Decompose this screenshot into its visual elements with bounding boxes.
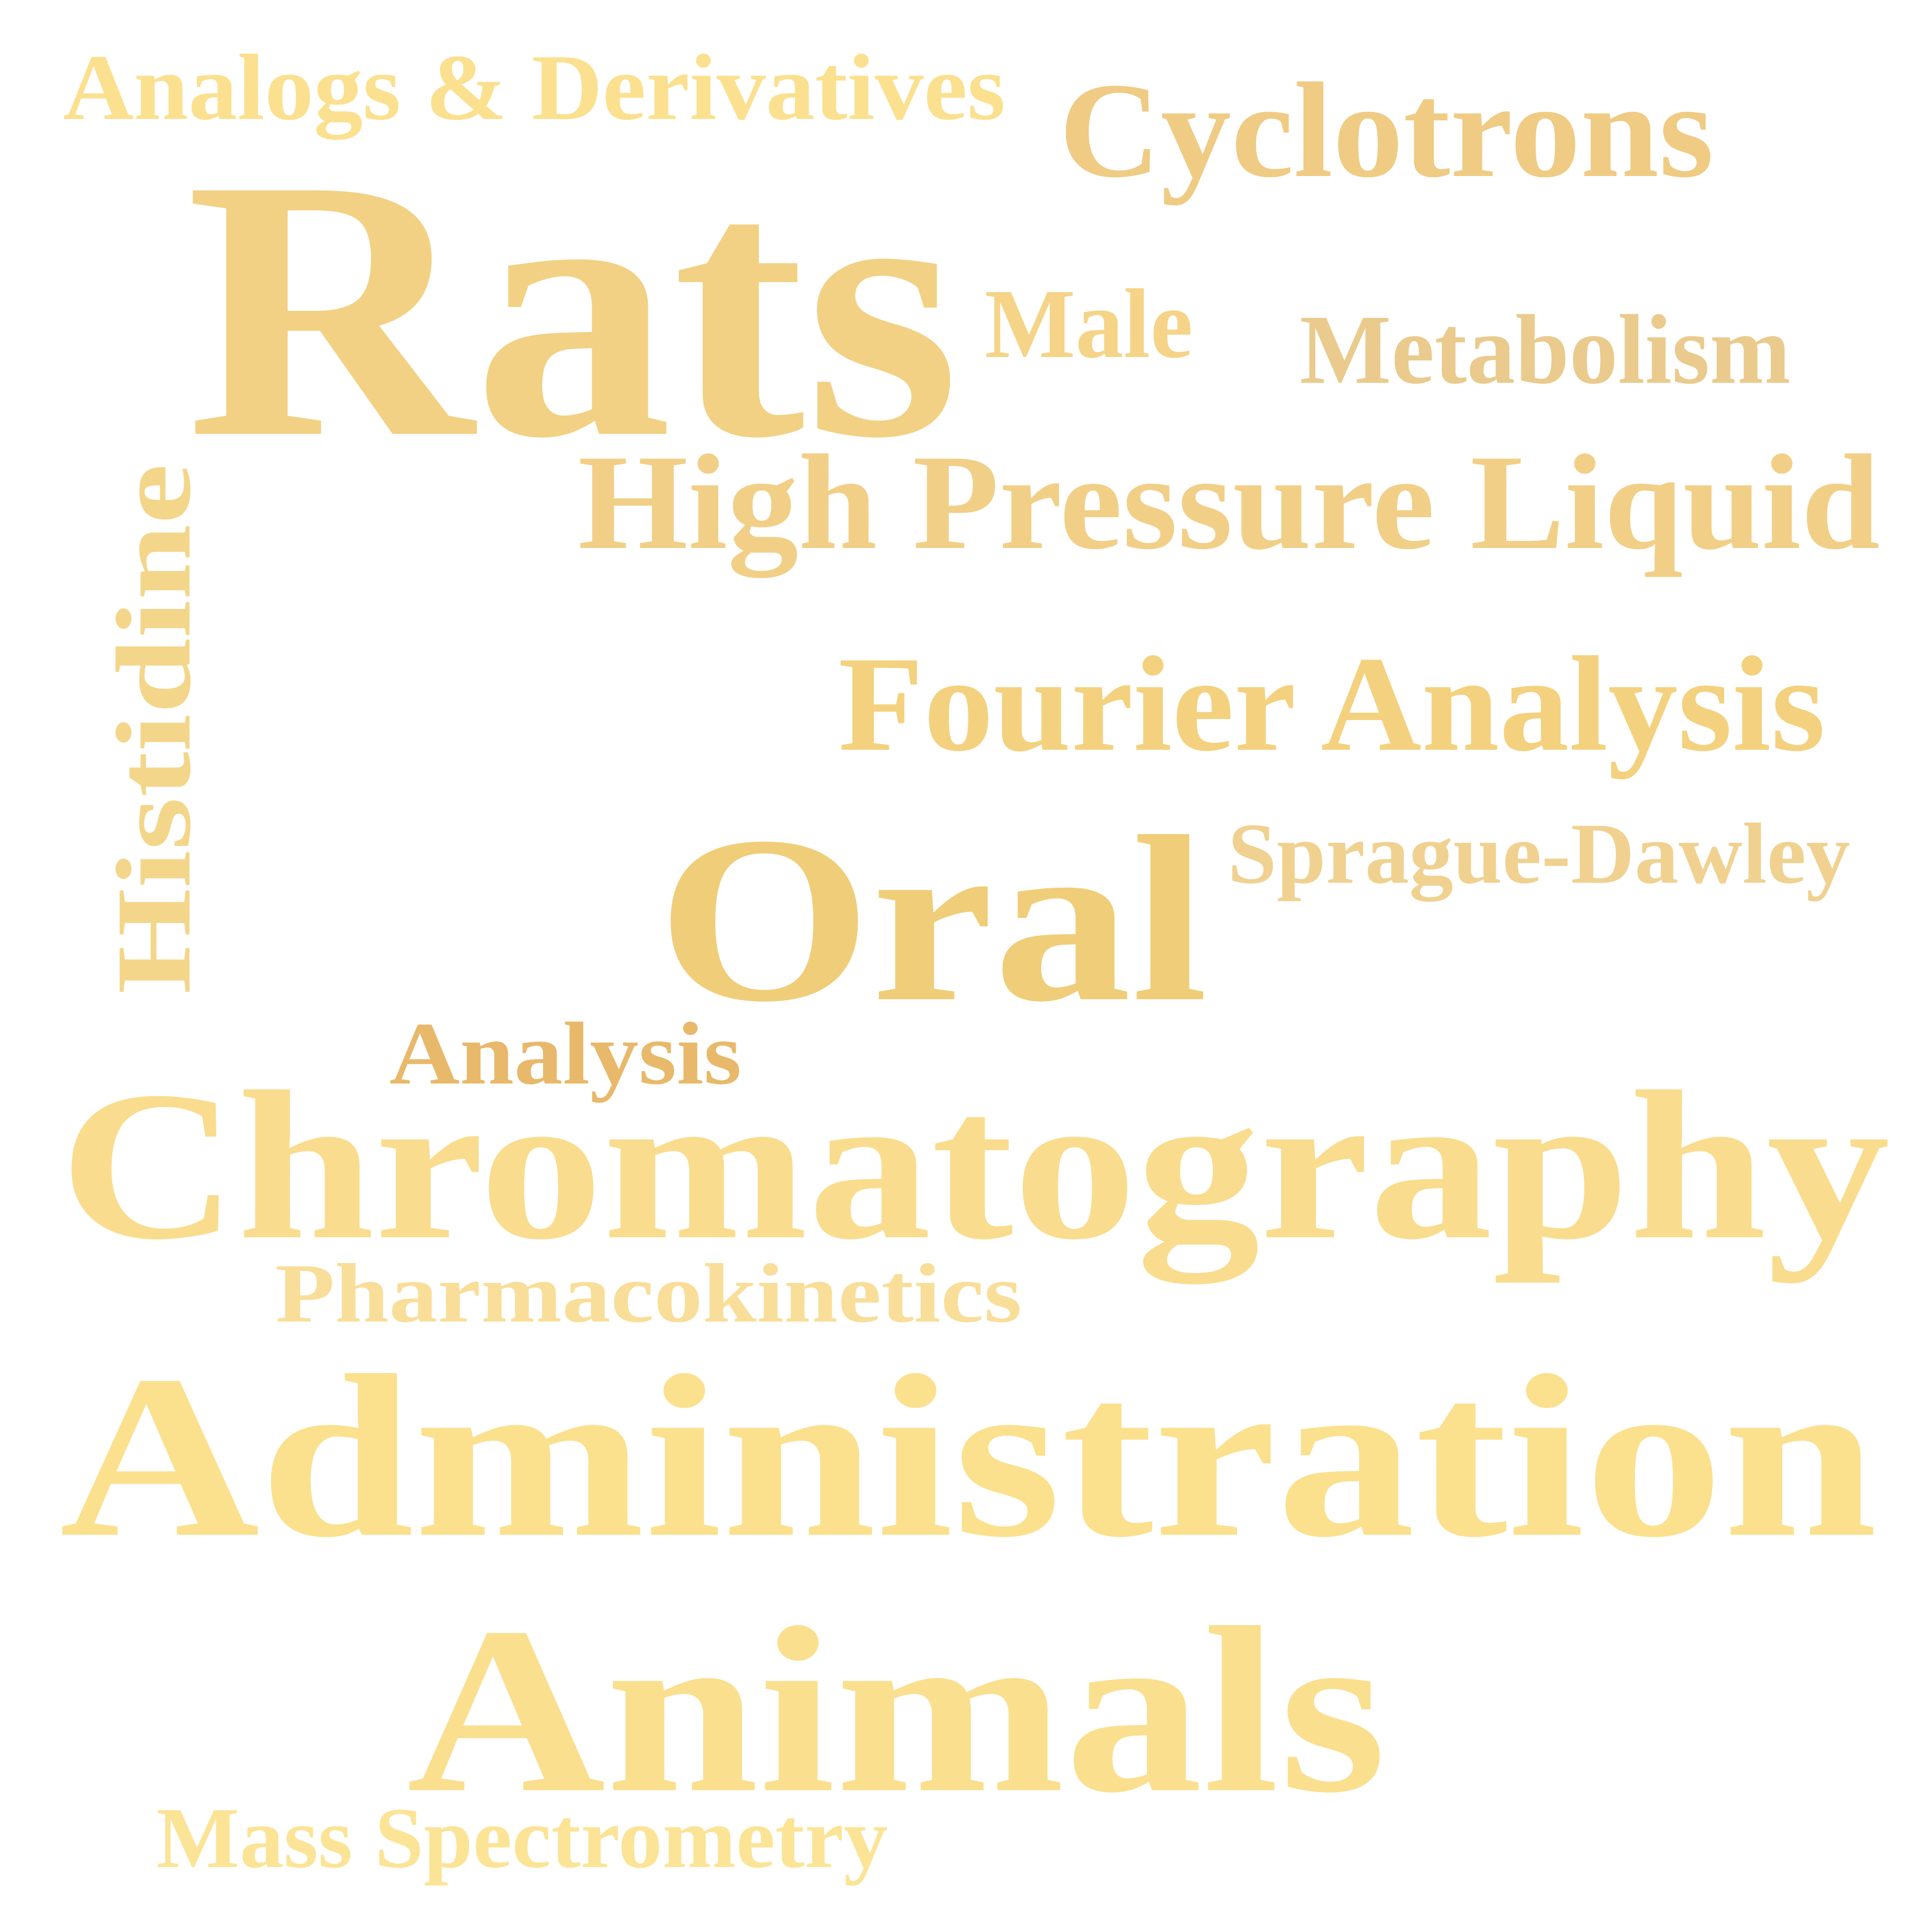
word-male: Male [985, 269, 1193, 379]
word-oral: Oral [657, 787, 1208, 1051]
word-administration: Administration [60, 1327, 1877, 1585]
word-rats: Rats [186, 103, 960, 515]
word-pharmacokinetics: Pharmacokinetics [275, 1247, 1022, 1340]
word-fourier-analysis: Fourier Analysis [838, 629, 1825, 780]
word-mass-spectrometry: Mass Spectrometry [156, 1790, 888, 1886]
word-sprague-dawley: Sprague-Dawley [1228, 805, 1850, 902]
word-metabolism: Metabolism [1300, 295, 1791, 405]
word-cyclotrons: Cyclotrons [1059, 55, 1714, 206]
word-high-pressure-liquid: High Pressure Liquid [578, 427, 1880, 580]
word-chromatography: Chromatography [60, 1048, 1890, 1287]
word-histidine: Histidine [94, 464, 213, 994]
word-analogs: Analogs & Derivatives [63, 36, 1005, 140]
word-analysis: Analysis [389, 1004, 742, 1103]
word-animals: Animals [407, 1578, 1386, 1842]
